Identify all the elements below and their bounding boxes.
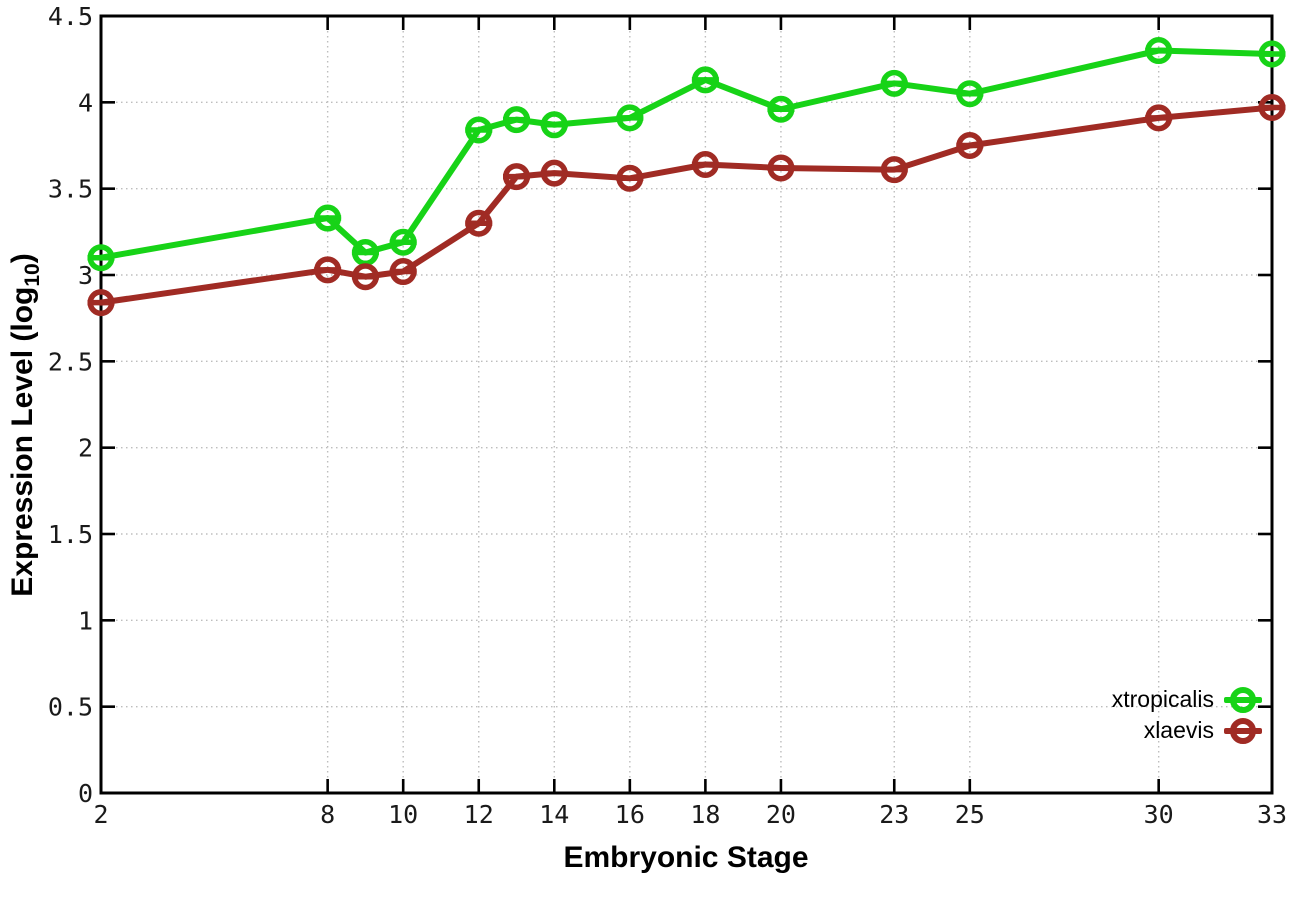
point-ring <box>389 258 417 286</box>
point-ring <box>503 106 531 134</box>
point-ring <box>1258 94 1286 122</box>
point-ring <box>465 209 493 237</box>
x-tick-label: 12 <box>464 800 494 829</box>
y-tick-labels: 0 0.5 1 1.5 2 2.5 3 3.5 4 4.5 <box>48 2 93 808</box>
legend-item-xlaevis: xlaevis <box>1144 715 1262 746</box>
x-tick-label: 10 <box>388 800 418 829</box>
point-ring <box>351 263 379 291</box>
x-tick-label: 20 <box>766 800 796 829</box>
x-axis-title: Embryonic Stage <box>563 841 809 874</box>
legend-item-xtropicalis: xtropicalis <box>1112 684 1262 715</box>
x-tick-label: 30 <box>1144 800 1174 829</box>
point-ring <box>314 204 342 232</box>
point-ring <box>503 163 531 191</box>
x-tick-labels: 2 8 10 12 14 16 18 20 23 25 30 33 <box>93 800 1287 829</box>
point-ring <box>87 244 115 272</box>
y-tick-label: 3.5 <box>48 175 93 204</box>
y-tick-label: 0.5 <box>48 693 93 722</box>
plot-border <box>99 14 1274 795</box>
y-tick-label: 0 <box>78 779 93 808</box>
y-axis-title-subscript: 10 <box>21 263 44 287</box>
tick-marks <box>99 14 1274 795</box>
y-axis-title: Expression Level (log10) <box>1 175 45 675</box>
legend-marker-xtropicalis <box>1224 686 1262 714</box>
point-ring <box>540 159 568 187</box>
series-xtropicalis <box>87 37 1286 272</box>
point-ring <box>314 256 342 284</box>
point-ring <box>1145 104 1173 132</box>
gridlines <box>101 16 1272 793</box>
y-axis-title-end: ) <box>6 253 39 264</box>
point-ring <box>87 289 115 317</box>
legend-label-xtropicalis: xtropicalis <box>1111 686 1214 712</box>
point-ring <box>767 95 795 123</box>
x-tick-label: 16 <box>615 800 645 829</box>
legend-marker-xlaevis <box>1224 717 1262 745</box>
legend-ring-icon <box>1230 717 1256 744</box>
y-tick-label: 4 <box>78 88 93 117</box>
point-ring <box>691 66 719 94</box>
point-ring <box>540 111 568 139</box>
y-tick-label: 3 <box>78 261 93 290</box>
y-tick-label: 1.5 <box>48 520 93 549</box>
series-xlaevis <box>87 94 1286 317</box>
x-tick-label: 14 <box>539 800 569 829</box>
point-ring <box>956 80 984 108</box>
point-ring <box>691 150 719 178</box>
x-tick-label: 2 <box>93 800 108 829</box>
point-ring <box>880 156 908 184</box>
y-tick-label: 1 <box>78 606 93 635</box>
x-tick-label: 25 <box>955 800 985 829</box>
y-tick-label: 2 <box>78 434 93 463</box>
point-ring <box>767 154 795 182</box>
y-tick-label: 4.5 <box>48 2 93 31</box>
x-tick-label: 33 <box>1257 800 1287 829</box>
series-xtropicalis-line <box>98 47 1275 261</box>
legend-ring-icon <box>1230 686 1256 713</box>
legend-label-xlaevis: xlaevis <box>1143 717 1214 743</box>
point-ring <box>465 116 493 144</box>
x-tick-label: 23 <box>879 800 909 829</box>
point-ring <box>616 104 644 132</box>
legend: xtropicalis xlaevis <box>1112 684 1262 746</box>
y-axis-title-main: Expression Level (log <box>6 286 39 597</box>
point-ring <box>616 164 644 192</box>
point-ring <box>389 228 417 256</box>
point-ring <box>880 69 908 97</box>
x-tick-label: 18 <box>690 800 720 829</box>
series-xlaevis-line <box>98 104 1275 306</box>
x-tick-label: 8 <box>320 800 335 829</box>
point-ring <box>1258 40 1286 68</box>
point-ring <box>956 132 984 159</box>
point-ring <box>1145 37 1173 65</box>
y-tick-label: 2.5 <box>48 347 93 376</box>
